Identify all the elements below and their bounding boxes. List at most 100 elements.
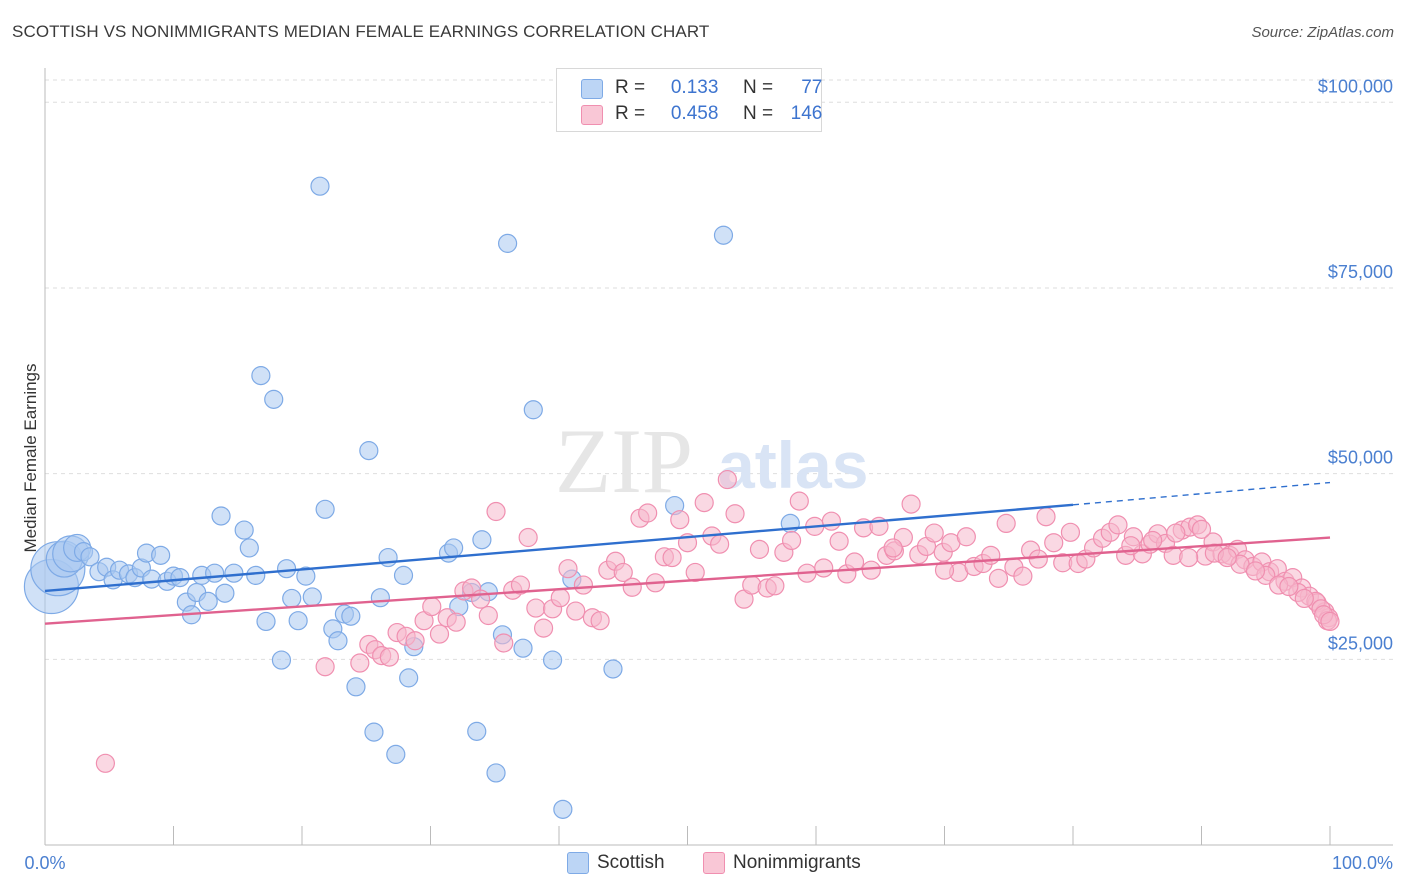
data-point [844,552,865,572]
data-point [550,588,570,608]
chart-title: SCOTTISH VS NONIMMIGRANTS MEDIAN FEMALE … [12,22,710,41]
data-point [526,598,546,618]
data-point [315,499,335,519]
data-point [590,611,610,631]
data-point [613,562,633,583]
data-point [518,527,538,548]
data-point [364,722,384,742]
data-point [95,753,115,773]
data-point [1143,530,1163,551]
data-point [1279,576,1299,597]
y-tick-labels: $25,000 $50,000 $75,000 $100,000 [1318,76,1393,653]
data-point [710,534,730,554]
data-point [446,612,466,632]
data-point [662,547,682,568]
correlation-legend: R = 0.133 N = 77 R = 0.458 N = 146 [556,68,822,132]
x-tick-labels: 0.0% 100.0% [24,853,1393,873]
data-point [829,531,849,551]
data-point [251,366,271,386]
data-point [883,538,903,558]
legend-stats-scottish: R = 0.133 N = 77 [615,77,823,98]
data-point [1294,588,1314,609]
data-point [198,591,218,611]
data-point [422,596,442,617]
data-point [224,563,244,583]
data-point [494,633,514,653]
data-point [486,763,506,783]
data-point [310,176,330,196]
data-point [215,583,235,603]
data-point [533,618,554,638]
data-point [478,605,498,626]
data-point [717,469,737,490]
watermark-atlas: atlas [718,428,868,502]
data-point [444,538,464,558]
data-point [393,565,414,585]
data-point [205,563,225,583]
legend-swatch-scottish-bottom [567,852,589,874]
data-point [386,744,406,764]
data-point [359,441,379,461]
y-tick-label: $25,000 [1328,633,1393,653]
data-point [302,587,322,607]
data-point [264,389,284,409]
legend-label-scottish: Scottish [597,852,665,873]
data-point [749,539,770,559]
data-point [1013,566,1033,586]
data-point [234,520,254,540]
data-point [670,510,690,530]
data-point [1179,547,1199,568]
y-tick-label: $100,000 [1318,76,1393,96]
data-point [346,677,366,697]
data-point [472,530,492,550]
data-point [211,506,231,526]
data-point [296,566,316,586]
legend-label-nonimmigrants: Nonimmigrants [733,852,861,873]
data-point [934,560,955,580]
data-point [713,225,734,245]
trend-line [44,536,1331,625]
data-point [405,631,425,651]
y-tick-label: $75,000 [1328,262,1393,282]
trend-lines [44,481,1331,625]
legend-swatch-nonimmigrants-bottom [703,852,725,874]
data-point [80,547,100,567]
data-point [1060,522,1081,542]
data-point [467,721,487,741]
data-point [765,576,785,596]
data-point [603,659,623,679]
data-point [510,575,531,595]
data-point [1191,519,1212,539]
data-point [694,493,714,513]
series-nonimmigrants [95,469,1340,773]
data-point [513,638,533,658]
x-tick-label: 100.0% [1332,853,1393,873]
data-point [1166,523,1186,543]
data-point [256,611,276,632]
data-point [170,568,190,588]
data-point [276,559,297,579]
data-point [956,527,976,547]
data-point [814,558,834,578]
data-point [1028,549,1048,569]
data-point [288,611,308,631]
data-point [725,504,745,524]
data-point [498,233,518,253]
data-point [315,657,335,677]
data-point [429,624,450,644]
data-point [988,568,1009,588]
data-point [523,400,543,420]
data-point [282,588,302,609]
data-point [328,631,348,651]
data-point [341,606,361,626]
watermark-zip: ZIP [555,410,693,512]
x-tick-label: 0.0% [24,853,65,873]
data-point [781,530,802,551]
trend-line [44,503,1074,593]
data-point [821,511,842,531]
data-point [271,650,292,670]
data-point [1044,533,1064,553]
data-point [901,494,921,514]
y-axis-label: Median Female Earnings [21,364,40,553]
